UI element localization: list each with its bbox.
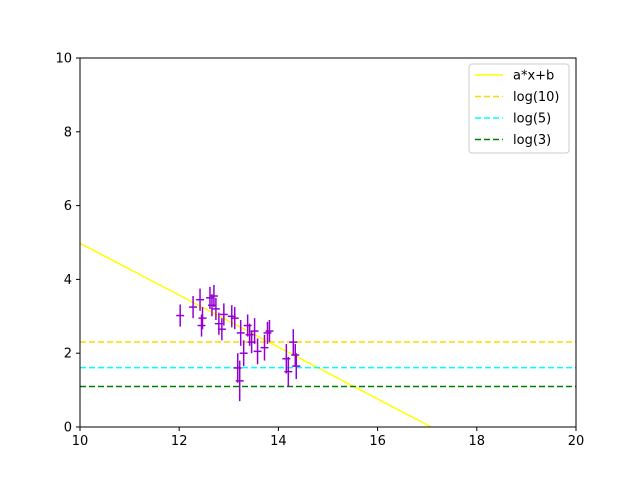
- data-point: [198, 307, 207, 330]
- plot-clip-group: [80, 242, 576, 427]
- x-tick-label: 14: [270, 434, 287, 449]
- data-point: [260, 334, 269, 361]
- x-tick-label: 10: [72, 434, 89, 449]
- legend-box: [468, 63, 570, 154]
- legend-label: log(3): [513, 133, 551, 148]
- axes: 10 12 14 16 18 20 0 2 4 6 8 10: [55, 52, 584, 450]
- x-tick-label: 16: [369, 434, 386, 449]
- legend-label: log(10): [513, 90, 560, 105]
- y-tick-label: 0: [64, 421, 72, 436]
- y-tick-label: 10: [55, 52, 72, 67]
- series-line-fit: [80, 242, 432, 427]
- legend: a*x+b log(10) log(5) log(3): [468, 63, 570, 154]
- data-point: [230, 307, 239, 330]
- y-tick-label: 6: [64, 199, 72, 214]
- data-point: [265, 319, 274, 343]
- y-tick-label: 4: [64, 273, 72, 288]
- legend-label: log(5): [513, 112, 551, 127]
- data-point: [196, 288, 204, 311]
- y-tick-label: 2: [64, 347, 72, 362]
- legend-entry: log(5): [475, 112, 551, 127]
- legend-entry: log(3): [475, 133, 551, 148]
- data-point: [235, 360, 244, 402]
- data-point: [236, 319, 245, 346]
- data-point: [189, 296, 198, 319]
- data-point: [284, 356, 293, 387]
- data-point: [209, 284, 218, 308]
- data-point: [219, 303, 228, 326]
- y-tick-label: 8: [64, 125, 72, 140]
- data-point: [211, 297, 220, 320]
- data-point: [176, 304, 185, 327]
- legend-label: a*x+b: [513, 69, 554, 84]
- data-point: [217, 318, 226, 341]
- x-tick-label: 12: [171, 434, 188, 449]
- data-point: [253, 338, 262, 365]
- axes-frame: [79, 57, 577, 428]
- x-tick-label: 20: [568, 434, 585, 449]
- data-point: [291, 343, 300, 367]
- data-point: [289, 329, 298, 356]
- legend-entry: log(10): [475, 90, 560, 105]
- x-tick-label: 18: [469, 434, 486, 449]
- data-point: [250, 318, 259, 344]
- plot-area: [80, 242, 576, 427]
- data-point: [239, 340, 248, 367]
- data-point: [292, 353, 301, 380]
- legend-entry: a*x+b: [475, 69, 554, 84]
